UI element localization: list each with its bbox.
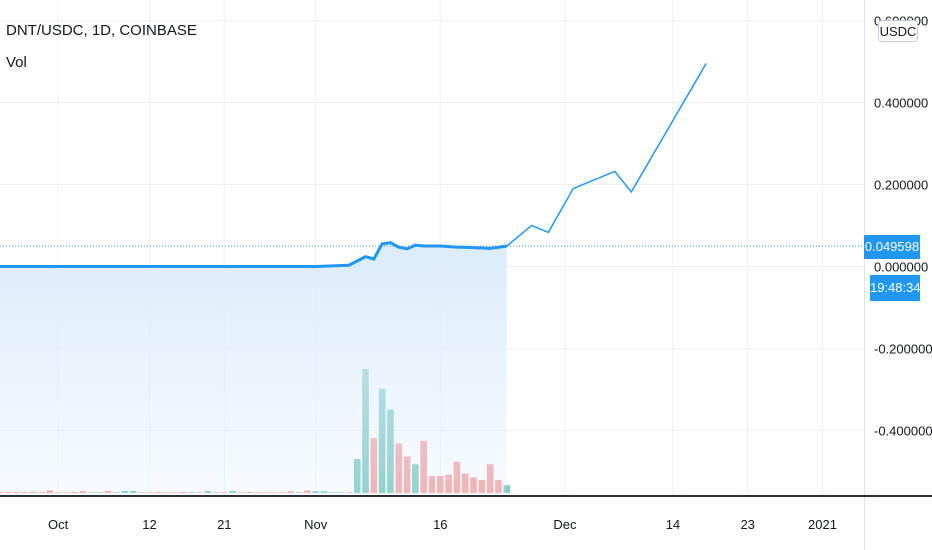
volume-indicator-label: Vol xyxy=(6,54,27,71)
price-area xyxy=(0,242,507,496)
y-tick-label: -0.200000 xyxy=(874,341,932,356)
x-tick-label: 2021 xyxy=(808,517,837,532)
x-tick-label: Dec xyxy=(553,517,577,532)
y-tick-label: 0.200000 xyxy=(874,177,928,192)
y-tick-label: -0.400000 xyxy=(874,423,932,438)
x-tick-label: 21 xyxy=(217,517,231,532)
symbol-title: DNT/USDC, 1D, COINBASE xyxy=(6,22,197,39)
x-tick-label: Oct xyxy=(48,517,69,532)
y-tick-label: 0.000000 xyxy=(874,259,928,274)
x-tick-label: 23 xyxy=(740,517,754,532)
current-price-label: 0.049598 xyxy=(864,235,920,259)
bar-countdown-label: 19:48:34 xyxy=(870,275,921,301)
currency-button[interactable]: USDC xyxy=(878,20,918,42)
x-tick-label: 16 xyxy=(433,517,447,532)
price-line-continuation xyxy=(506,63,707,247)
x-tick-label: Nov xyxy=(304,517,328,532)
price-line xyxy=(0,241,507,268)
x-tick-label: 14 xyxy=(666,517,680,532)
y-tick-label: 0.400000 xyxy=(874,95,928,110)
x-tick-label: 12 xyxy=(142,517,156,532)
